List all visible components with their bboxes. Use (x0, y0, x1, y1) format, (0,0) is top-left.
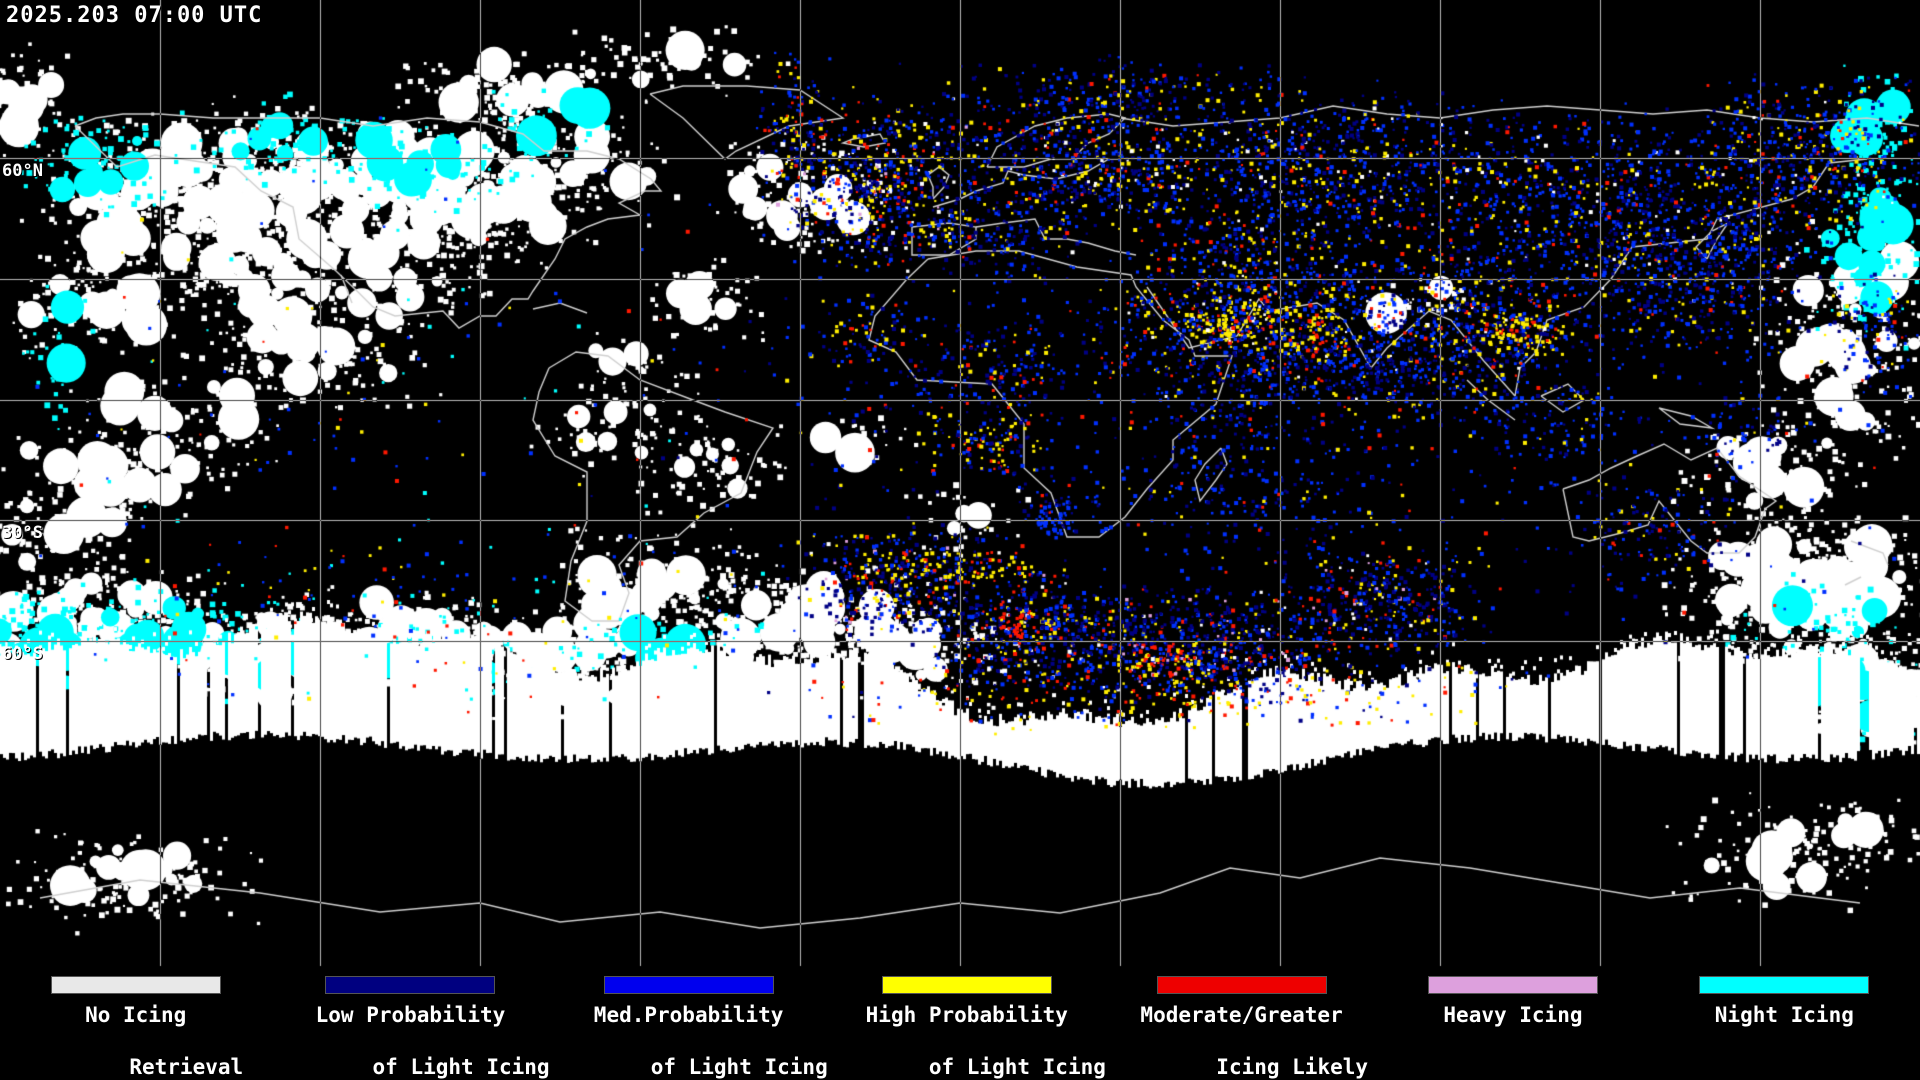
legend-swatch-low-probability (325, 976, 496, 994)
timestamp-label: 2025.203 07:00 UTC (6, 3, 263, 28)
legend-label: Heavy Icing (1443, 1003, 1583, 1027)
legend-label: Icing Likely (1216, 1055, 1369, 1079)
legend-entry-high-probability: High Probability of Light Icing (828, 968, 1106, 1080)
legend-swatch-heavy-icing (1427, 976, 1598, 994)
legend-entry-moderate-greater: Moderate/Greater Icing Likely (1106, 968, 1377, 1080)
legend-label: Retrieval (129, 1055, 244, 1079)
legend-entry-no-icing: No Icing Retrieval (0, 968, 271, 1080)
legend-swatch-moderate-greater (1156, 976, 1327, 994)
world-map-canvas (0, 0, 1920, 968)
legend-bar: No Icing Retrieval Low Probability of Li… (0, 968, 1920, 1080)
legend-swatch-high-probability (881, 976, 1052, 994)
legend-label: Low Probability (315, 1003, 506, 1027)
legend-swatch-med-probability (603, 976, 774, 994)
legend-label: Med.Probability (593, 1003, 784, 1027)
latitude-label-60s: 60°S (2, 644, 43, 664)
legend-label: of Light Icing (650, 1055, 828, 1079)
legend-label: No Icing (85, 1003, 187, 1027)
legend-swatch-night-icing (1699, 976, 1870, 994)
latitude-label-30s: 30°S (2, 523, 43, 543)
legend-label: of Light Icing (372, 1055, 550, 1079)
legend-label: Night Icing (1714, 1003, 1854, 1027)
latitude-label-60n: 60°N (2, 161, 43, 181)
legend-label: Moderate/Greater (1140, 1003, 1343, 1027)
legend-label: High Probability (865, 1003, 1068, 1027)
legend-swatch-no-icing (50, 976, 221, 994)
legend-label: of Light Icing (928, 1055, 1106, 1079)
legend-entry-night-icing: Night Icing (1649, 968, 1920, 1080)
legend-entry-heavy-icing: Heavy Icing (1377, 968, 1648, 1080)
legend-entry-low-probability: Low Probability of Light Icing (271, 968, 550, 1080)
legend-entry-med-probability: Med.Probability of Light Icing (550, 968, 828, 1080)
